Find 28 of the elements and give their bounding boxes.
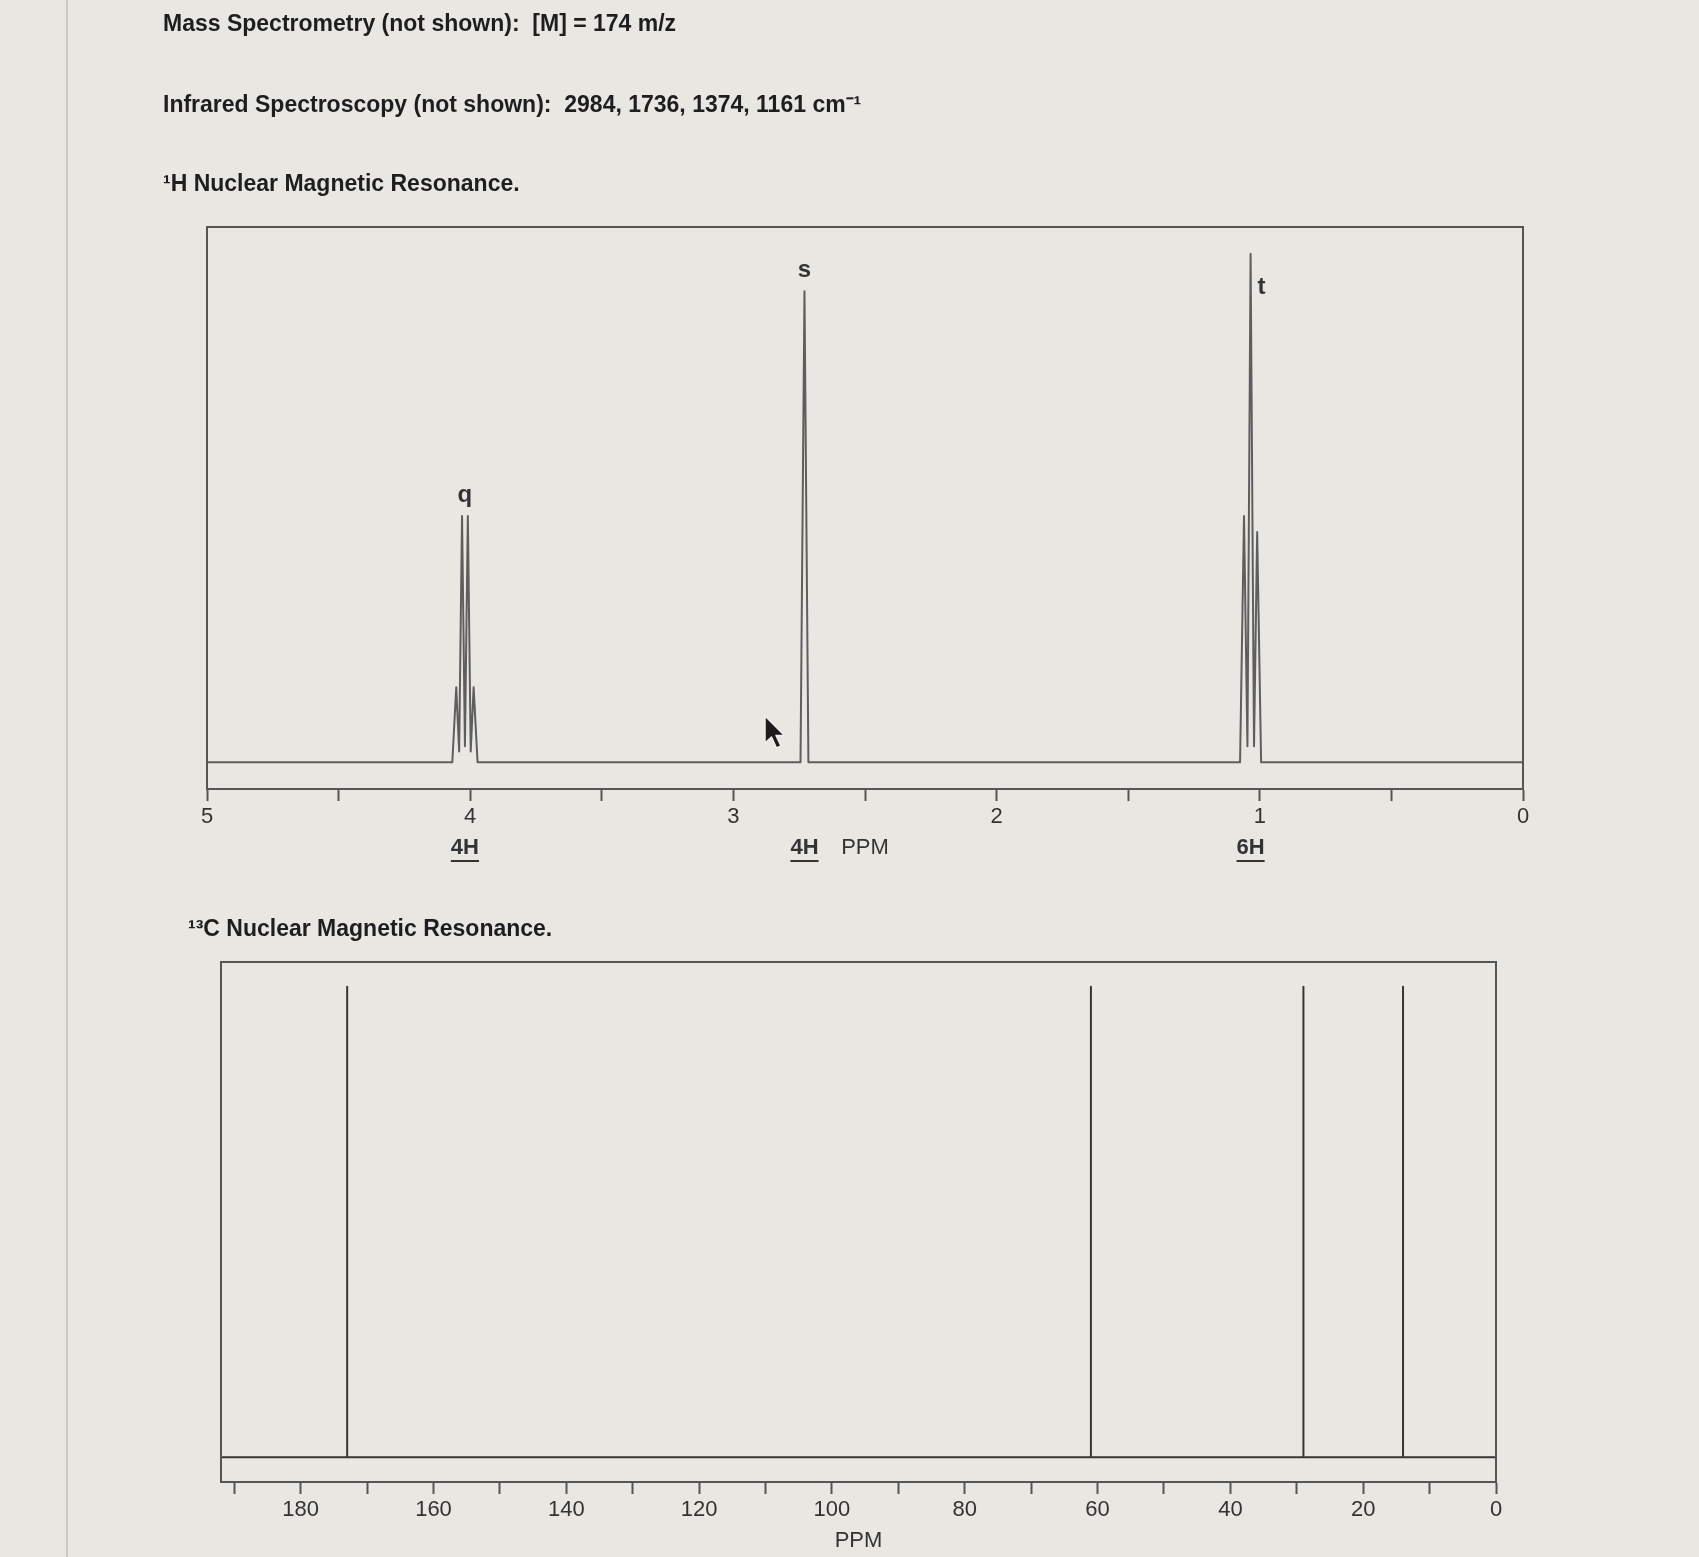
x-tick-label: 40: [1218, 1496, 1243, 1522]
annotation: t: [1257, 272, 1266, 300]
x-tick-label: 140: [547, 1496, 585, 1522]
annotation: q: [457, 479, 473, 507]
x-tick-label: 80: [952, 1496, 977, 1522]
x-axis-title: PPM: [841, 834, 889, 860]
x-tick-label: 1: [1253, 803, 1266, 829]
text: Mass Spectrometry (not shown): [M] = 174 m/z: [163, 10, 677, 38]
x-axis-title: PPM: [834, 1527, 883, 1553]
x-tick-label: 120: [680, 1496, 718, 1522]
text: 4H: [450, 834, 479, 860]
x-tick-label: 20: [1350, 1496, 1376, 1522]
text: 4H: [790, 834, 819, 860]
x-tick-label: 60: [1085, 1496, 1110, 1522]
x-tick-label: 3: [727, 803, 740, 829]
text: 6H: [1236, 834, 1265, 860]
x-tick-label: 4: [464, 803, 477, 829]
chart-title: ¹³C Nuclear Magnetic Resonance.: [188, 915, 553, 943]
x-tick-label: 160: [415, 1496, 452, 1522]
annotation: s: [797, 254, 812, 282]
x-tick-label: 5: [200, 803, 214, 829]
x-tick-label: 2: [990, 803, 1003, 829]
x-tick-label: 0: [1489, 1496, 1503, 1522]
x-tick-label: 0: [1516, 803, 1530, 829]
x-tick-label: 100: [813, 1496, 851, 1522]
x-tick-label: 180: [282, 1496, 320, 1522]
text: Infrared Spectroscopy (not shown): 2984, 1736, 1374, 1161 cm⁻¹: [163, 91, 862, 119]
chart-title: ¹H Nuclear Magnetic Resonance.: [163, 170, 520, 198]
